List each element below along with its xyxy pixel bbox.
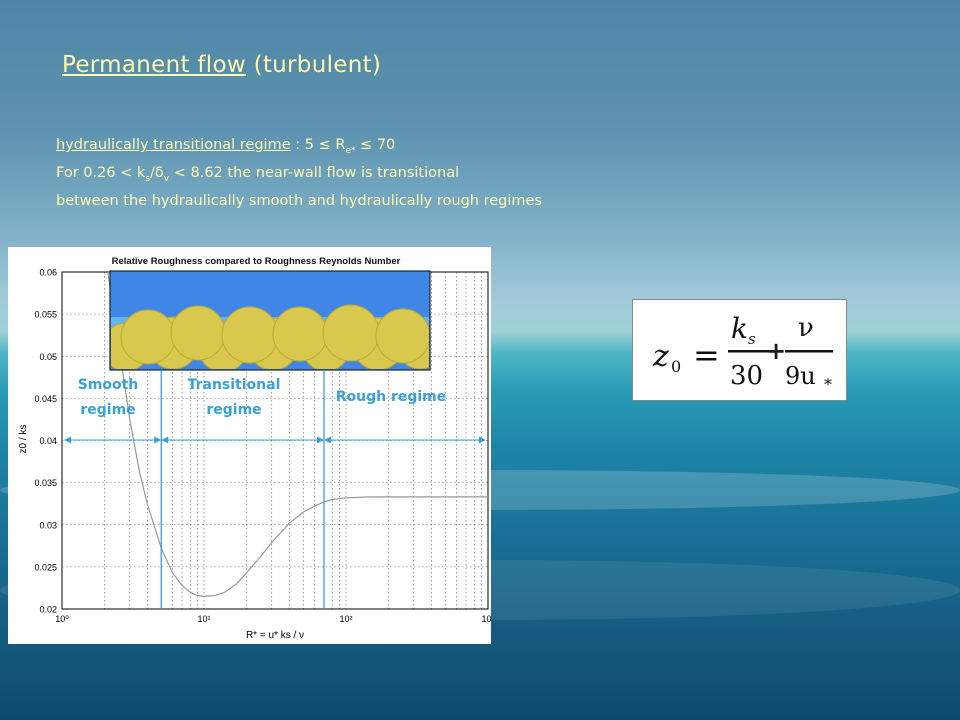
reynolds-range-start: : 5 ≤ R (290, 137, 346, 153)
arrow-head (154, 436, 162, 444)
illustration-frame (109, 270, 431, 371)
formula-lhs: z (652, 339, 669, 374)
formula-den1: 30 (730, 361, 763, 391)
grain (322, 304, 380, 362)
x-tick-label: 10³ (481, 614, 491, 624)
formula-num1-sub: s (748, 330, 756, 348)
regime-line-2: For 0.26 < ks/δv < 8.62 the near-wall fl… (56, 162, 542, 190)
slide-title: Permanent flow (turbulent) (62, 52, 381, 78)
y-tick-label: 0.05 (39, 352, 57, 362)
ratio-sub-s: s (145, 173, 151, 184)
roughness-curve (107, 271, 488, 598)
ratio-text-a: For 0.26 < k (56, 164, 146, 181)
formula-num2: ν (798, 313, 814, 343)
arrow-head (64, 436, 71, 444)
title-rest: (turbulent) (245, 52, 382, 78)
y-tick-label: 0.025 (34, 562, 57, 572)
reynolds-subscript: e* (345, 145, 356, 156)
y-tick-label: 0.035 (34, 478, 57, 488)
formula-num1: k (731, 312, 748, 345)
ratio-text-c: < 8.62 the near-wall flow is transitiona… (169, 164, 460, 181)
formula-lhs-sub: 0 (671, 357, 681, 376)
transitional-label-2: regime (206, 402, 261, 418)
chart-title: Relative Roughness compared to Roughness… (112, 256, 401, 267)
y-tick-label: 0.04 (39, 436, 57, 446)
regime-line-3: between the hydraulically smooth and hyd… (56, 192, 542, 209)
grain (120, 309, 176, 365)
grain (170, 305, 226, 361)
rough-label: Rough regime (336, 389, 447, 405)
regime-line-1: hydraulically transitional regime : 5 ≤ … (56, 134, 542, 162)
axis-ticks: 0.02 0.025 0.03 0.035 0.04 0.045 0.05 0.055 0.06… (34, 268, 491, 625)
formula-graphic: z 0 = k s 30 ν 9u * (652, 312, 833, 394)
y-tick-label: 0.06 (39, 268, 57, 278)
roughness-chart: Relative Roughness compared to Roughness… (18, 256, 491, 641)
roughness-length-formula: z 0 = k s 30 ν 9u * (632, 299, 847, 401)
x-tick-label: 10¹ (197, 614, 210, 624)
regime-description: hydraulically transitional regime : 5 ≤ … (56, 134, 542, 212)
ratio-sub-v: v (163, 173, 170, 184)
y-tick-label: 0.055 (34, 310, 57, 320)
y-tick-label: 0.02 (39, 605, 57, 615)
grains (111, 304, 429, 369)
y-axis-label: z0 / ks (18, 425, 29, 454)
roughness-figure: Relative Roughness compared to Roughness… (8, 247, 491, 644)
formula-plus-sign: + (766, 337, 787, 365)
reynolds-range-end: ≤ 70 (355, 137, 396, 153)
arrow-head (324, 436, 332, 444)
x-axis-label: R* = u* ks / ν (246, 630, 304, 641)
arrow-head (161, 436, 169, 444)
title-underlined: Permanent flow (62, 52, 246, 78)
regime-markers (64, 370, 486, 609)
x-tick-label: 10⁰ (55, 614, 69, 624)
x-tick-label: 10² (339, 614, 352, 624)
smooth-label-2: regime (80, 402, 135, 418)
formula-den2-sub: * (824, 375, 832, 394)
fraction-bar-1 (728, 350, 770, 353)
grain (272, 306, 328, 362)
transitional-label-1: Transitional (188, 377, 281, 393)
fraction-bar-2 (785, 350, 833, 353)
arrow-head (317, 436, 325, 444)
formula-den2: 9u (785, 362, 816, 390)
smooth-label-1: Smooth (78, 377, 139, 393)
regime-name: hydraulically transitional regime (56, 137, 291, 153)
grain-illustration (109, 270, 431, 371)
grain (221, 306, 279, 364)
grain (375, 308, 429, 364)
arrow-head (479, 436, 486, 444)
y-tick-label: 0.045 (34, 394, 57, 404)
grain-layer (111, 304, 429, 369)
y-tick-label: 0.03 (39, 520, 57, 530)
ratio-text-b: /δ (150, 164, 164, 181)
formula-equals: = (693, 336, 720, 374)
